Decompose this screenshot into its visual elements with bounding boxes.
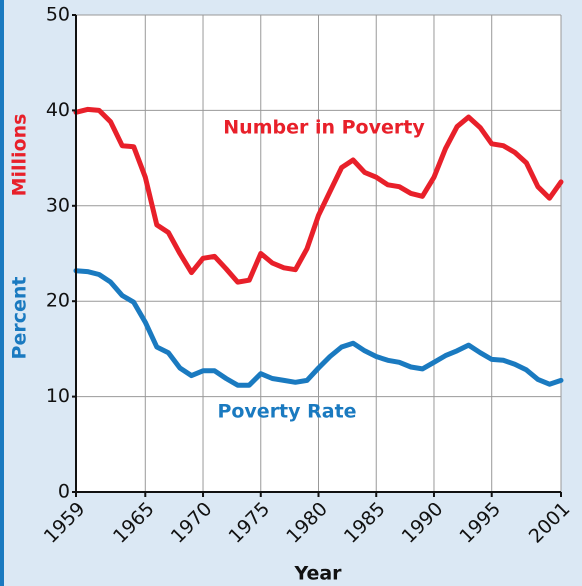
annotation: Number in Poverty (223, 117, 425, 139)
y-tick-label: 50 (46, 4, 70, 26)
y2-axis-label: Percent (9, 277, 31, 360)
left-border (0, 0, 4, 586)
y-tick-label: 20 (46, 290, 70, 312)
y-tick-label: 10 (46, 385, 70, 407)
x-axis-label: Year (293, 563, 342, 585)
series-line (73, 268, 564, 388)
y-tick-label: 0 (58, 481, 70, 503)
annotation: Poverty Rate (217, 401, 356, 423)
series-line (73, 106, 564, 285)
marks (73, 106, 564, 388)
y-tick-label: 30 (46, 194, 70, 216)
y-tick-label: 40 (46, 99, 70, 121)
y-axis-label: Millions (9, 114, 31, 197)
